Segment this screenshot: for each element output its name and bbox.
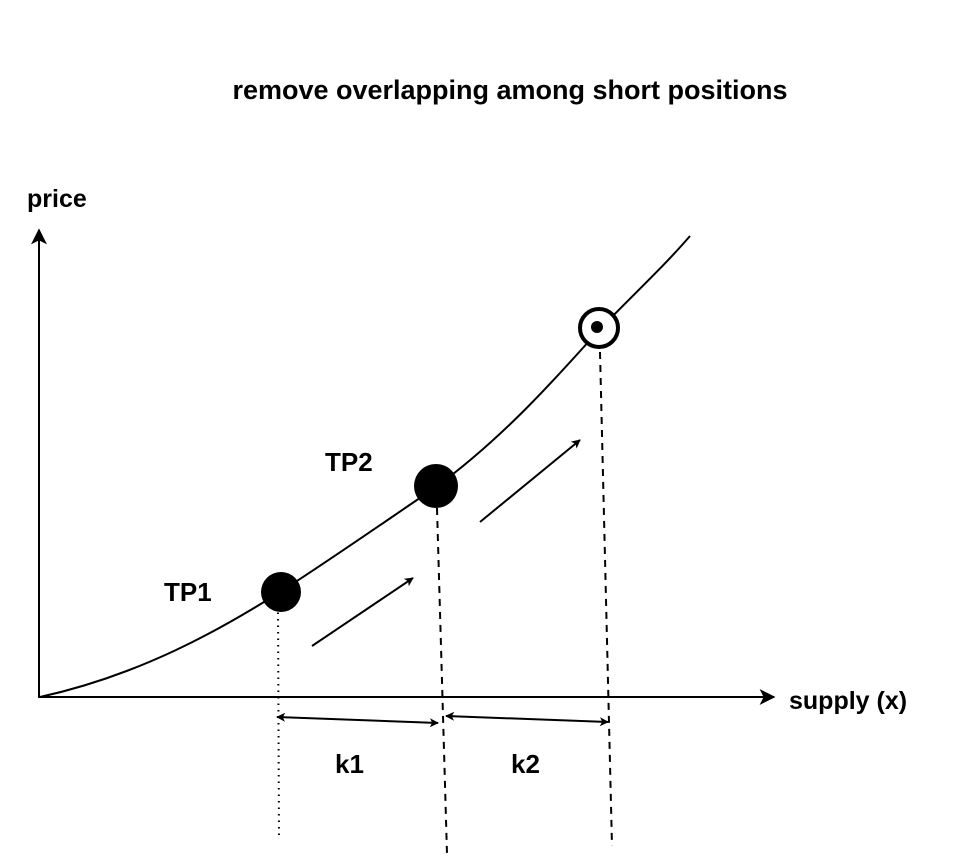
tp2-guide-line <box>436 507 448 855</box>
target-marker <box>578 307 620 349</box>
y-axis-label: price <box>27 185 87 213</box>
tp1-guide-line <box>277 605 280 841</box>
k1-interval-arrow <box>276 712 439 728</box>
tp2-label: TP2 <box>325 447 373 477</box>
tp1-label: TP1 <box>164 577 212 607</box>
tp2-marker <box>414 464 458 508</box>
tp1-marker <box>261 572 301 612</box>
movement-arrow-2 <box>479 439 581 523</box>
k1-label: k1 <box>335 749 364 779</box>
k2-interval-arrow <box>445 711 609 727</box>
target-guide-line <box>599 351 613 847</box>
k2-label: k2 <box>511 749 540 779</box>
x-axis-label: supply (x) <box>789 687 907 715</box>
diagram-title: remove overlapping among short positions <box>232 75 787 105</box>
movement-arrow-1 <box>311 577 414 647</box>
